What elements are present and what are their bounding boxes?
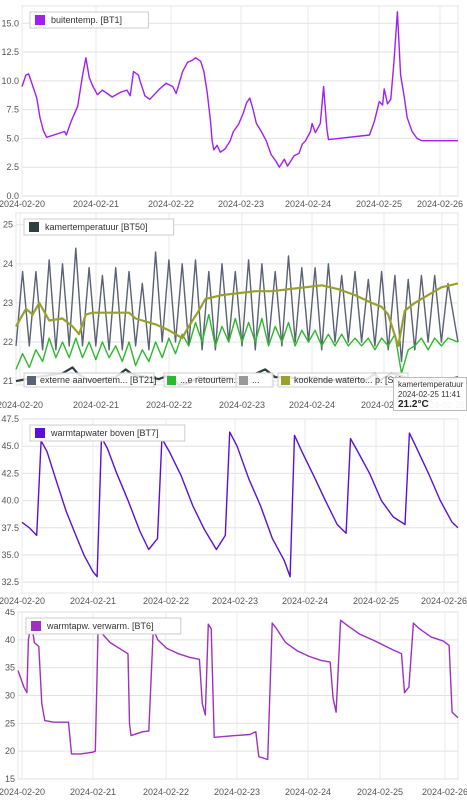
series-line (21, 11, 458, 168)
legend-box (29, 11, 149, 29)
series-line (21, 431, 459, 578)
chart-warmtapw-verwarm: 15 20 25 30 35 40 45 2024-02-20 2024-02-21 2024-0… (0, 609, 467, 800)
tooltip-time: 2024-02-25 11:41 (398, 390, 461, 399)
legend-swatch (35, 15, 45, 25)
y-tick-label: 47.5 (1, 414, 19, 424)
legend-swatch (27, 376, 36, 385)
x-tick-label: 2024-02-23 (219, 400, 265, 410)
plot-area (21, 418, 459, 594)
y-tick-label: 40.0 (1, 496, 19, 506)
x-tick-label: 2024-02-24 (282, 596, 328, 606)
y-tick-label: 0.0 (6, 191, 19, 201)
y-tick-label: 12.5 (1, 47, 19, 57)
y-tick-label: 2.5 (6, 162, 19, 172)
plot-area (15, 212, 459, 386)
x-tick-label: 2024-02-22 (143, 787, 189, 797)
x-tick-label: 2024-02-24 (289, 400, 335, 410)
x-tick-label: 2024-02-25 (357, 787, 403, 797)
series-line (15, 247, 459, 363)
y-tick-label: 23 (3, 298, 13, 308)
plot-area (21, 5, 459, 197)
x-tick-label: 2024-02-23 (218, 199, 264, 209)
x-tick-label: 2024-02-25 (361, 400, 407, 410)
y-tick-label: 22 (3, 337, 13, 347)
y-tick-label: 30 (5, 691, 15, 701)
legend-label: ...e retourtem... (180, 375, 241, 385)
x-tick-label: 2024-02-23 (212, 596, 258, 606)
legend-swatch (29, 222, 39, 232)
series-line (17, 619, 459, 761)
tooltip-title: kamertemperatuur (398, 380, 464, 389)
legend-swatch (281, 376, 290, 385)
legend-label: externe aanvoertem... [BT21] (40, 375, 157, 385)
y-tick-label: 5.0 (6, 133, 19, 143)
chart-2-svg: 21 22 23 24 25 2024-02-20 2024-02-21 2024-02-22… (0, 212, 465, 410)
y-tick-label: 15 (5, 774, 15, 784)
x-tick-label: 2024-02-26 (417, 199, 463, 209)
x-tick-label: 2024-02-25 (356, 199, 402, 209)
x-tick-label: 2024-02-22 (148, 199, 194, 209)
x-tick-label: 2024-02-21 (73, 199, 119, 209)
y-tick-label: 7.5 (6, 105, 19, 115)
y-tick-label: 10.0 (1, 76, 19, 86)
y-tick-label: 40 (5, 635, 15, 645)
series-line (15, 313, 459, 374)
x-tick-label: 2024-02-20 (0, 787, 45, 797)
legend-box (25, 617, 182, 635)
chart-1-svg: 0.0 2.5 5.0 7.5 10.0 12.5 15.0 2024-02-20 2024-0… (0, 5, 463, 209)
y-tick-label: 24 (3, 259, 13, 269)
x-tick-label: 2024-02-20 (0, 400, 43, 410)
legend-label: ... (252, 375, 260, 385)
legend-label: warmtapwater boven [BT7] (50, 428, 159, 438)
legend-label: kamertemperatuur [BT50] (45, 222, 148, 232)
y-tick-label: 21 (3, 376, 13, 386)
x-tick-label: 2024-02-20 (0, 596, 45, 606)
y-tick-label: 35.0 (1, 550, 19, 560)
tooltip-value: 21.2°C (398, 399, 429, 410)
chart-buitentemp: 0.0 2.5 5.0 7.5 10.0 12.5 15.0 2024-02-20 2024-0… (0, 0, 467, 209)
x-tick-label: 2024-02-26 (422, 787, 467, 797)
y-tick-label: 25 (5, 718, 15, 728)
x-tick-label: 2024-02-25 (353, 596, 399, 606)
legend-label: kookende waterto... p. [S1] (294, 375, 401, 385)
legend-swatch (239, 376, 248, 385)
legend-box (23, 218, 175, 236)
x-tick-label: 2024-02-24 (285, 787, 331, 797)
y-tick-label: 37.5 (1, 523, 19, 533)
x-tick-label: 2024-02-23 (214, 787, 260, 797)
chart-4-svg: 15 20 25 30 35 40 45 2024-02-20 2024-02-21 2024-0… (0, 609, 467, 797)
chart-3-svg: 32.5 35.0 37.5 40.0 42.5 45.0 47.5 2024-02-20 20… (0, 414, 467, 606)
series-line (15, 282, 459, 347)
chart-tooltip: kamertemperatuur 2024-02-25 11:41 21.2°C (393, 377, 467, 411)
y-tick-label: 20 (5, 746, 15, 756)
legend-label: warmtapw. verwarm. [BT6] (46, 621, 154, 631)
x-tick-label: 2024-02-20 (0, 199, 45, 209)
legend-box (29, 424, 186, 442)
x-tick-label: 2024-02-21 (70, 787, 116, 797)
legend-swatch (167, 376, 176, 385)
chart-kamertemperatuur: 21 22 23 24 25 2024-02-20 2024-02-21 2024-02-22… (0, 209, 467, 411)
y-tick-label: 35 (5, 663, 15, 673)
y-tick-label: 42.5 (1, 468, 19, 478)
legend-swatch (35, 428, 45, 438)
legend-box (23, 372, 155, 388)
chart-warmtapwater-boven: 32.5 35.0 37.5 40.0 42.5 45.0 47.5 2024-02-20 20… (0, 411, 467, 609)
x-tick-label: 2024-02-24 (285, 199, 331, 209)
y-tick-label: 45.0 (1, 441, 19, 451)
x-tick-label: 2024-02-22 (143, 596, 189, 606)
x-tick-label: 2024-02-22 (146, 400, 192, 410)
x-tick-label: 2024-02-26 (421, 596, 467, 606)
x-tick-label: 2024-02-21 (70, 596, 116, 606)
y-tick-label: 45 (5, 609, 15, 617)
legend-swatch (31, 621, 41, 631)
y-tick-label: 32.5 (1, 577, 19, 587)
x-tick-label: 2024-02-21 (73, 400, 119, 410)
legend-label: buitentemp. [BT1] (51, 15, 122, 25)
y-tick-label: 25 (3, 220, 13, 230)
y-tick-label: 15.0 (1, 18, 19, 28)
